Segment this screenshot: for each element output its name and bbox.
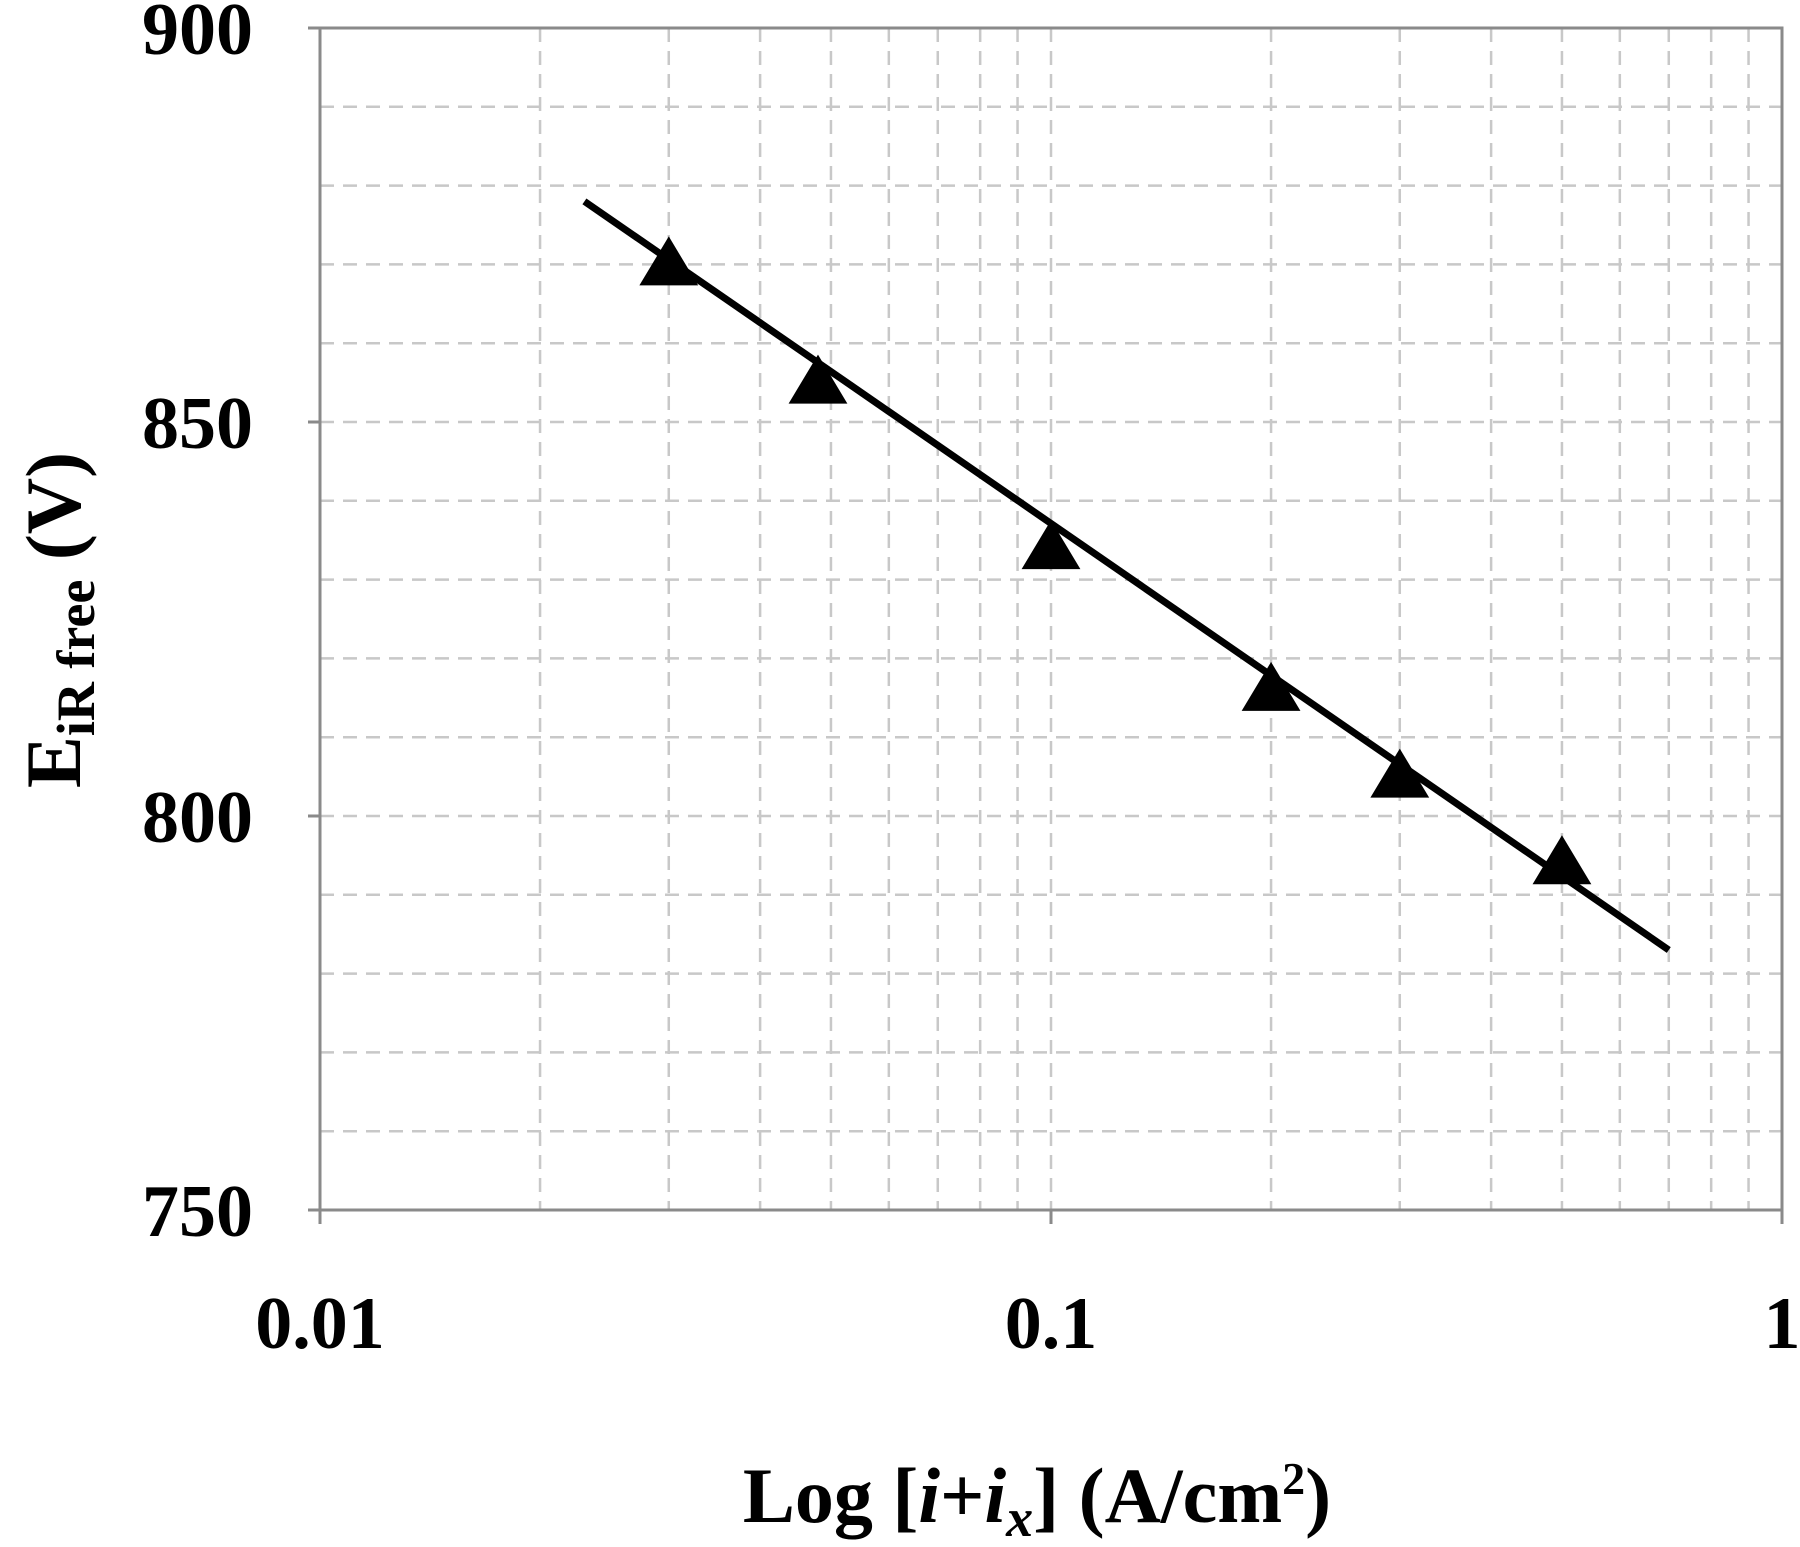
grid [320,28,1782,1210]
fit-line [582,198,1671,953]
y-tick-label: 800 [142,777,253,859]
tick-labels: 0.01 0.1 1 750 800 850 900 [142,0,1800,1365]
x-tick-label: 0.1 [1005,1283,1098,1365]
y-axis-label: EiR free (V) [10,452,106,788]
data-points [639,236,1592,885]
y-tick-label: 900 [142,0,253,71]
x-tick-label: 0.01 [255,1283,385,1365]
data-point-triangle [1021,520,1081,570]
y-tick-label: 750 [142,1171,253,1253]
data-point-triangle [788,354,848,404]
plot-frame [318,26,1784,1212]
x-axis-label: Log [i+ix] (A/cm2) [743,1452,1331,1547]
data-point-triangle [1241,661,1301,711]
y-tick-label: 850 [142,383,253,465]
data-point-triangle [639,236,699,286]
data-point-triangle [1370,748,1430,798]
tick-marks [308,26,1784,1224]
data-point-triangle [1532,835,1592,885]
x-tick-label: 1 [1764,1283,1800,1365]
